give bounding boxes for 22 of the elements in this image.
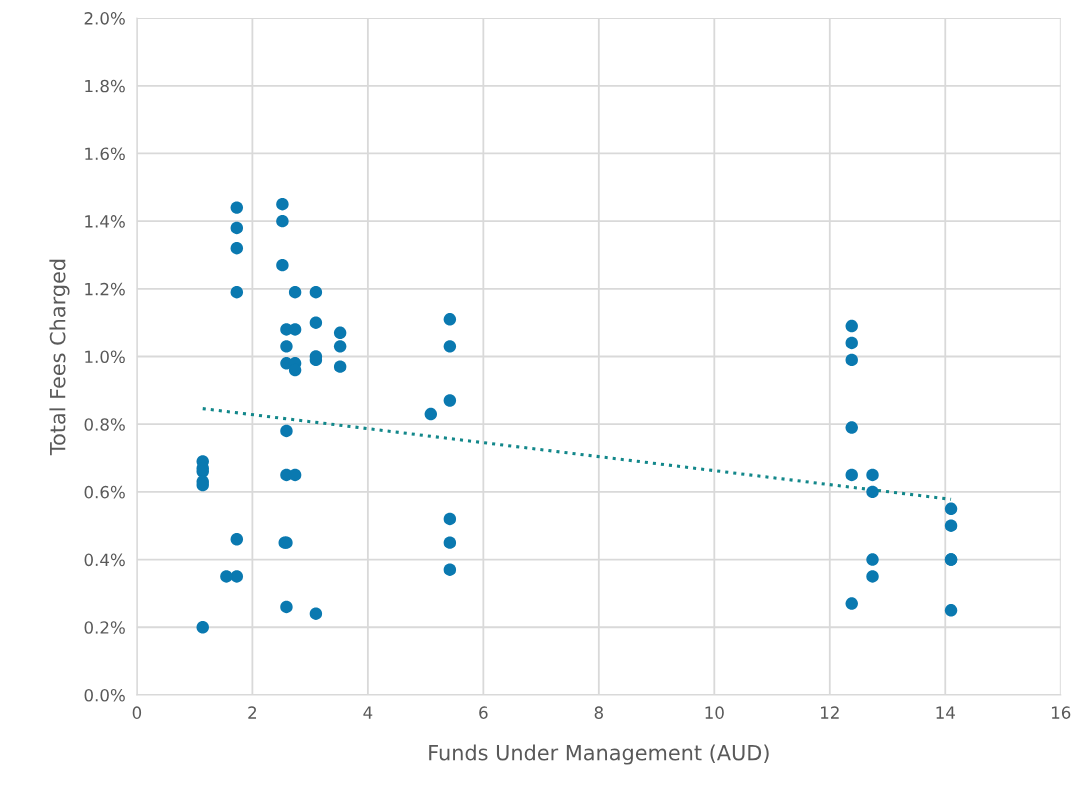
y-tick-label: 1.8% xyxy=(85,79,125,93)
y-tick-label: 1.2% xyxy=(85,282,125,296)
x-tick-label: 14 xyxy=(936,706,955,719)
x-tick-label: 6 xyxy=(479,706,488,719)
y-tick-label: 2.0% xyxy=(84,12,125,25)
y-tick-label: 0.0% xyxy=(84,688,125,702)
x-tick-label: 8 xyxy=(594,706,603,719)
y-tick-label: 1.6% xyxy=(85,147,125,161)
y-tick-label: 1.0% xyxy=(85,350,125,364)
x-tick-label: 2 xyxy=(248,706,257,719)
x-tick-label: 10 xyxy=(705,706,724,719)
x-tick-label: 0 xyxy=(132,706,142,719)
x-tick-label: 12 xyxy=(821,706,839,719)
y-axis-title: Total Fees Charged xyxy=(49,259,70,456)
y-tick-label: 0.8% xyxy=(84,418,125,431)
y-tick-label: 0.2% xyxy=(84,621,125,634)
y-tick-label: 0.6% xyxy=(84,485,125,499)
y-tick-label: 1.4% xyxy=(85,215,125,228)
x-tick-label: 16 xyxy=(1051,706,1071,719)
x-axis-title: Funds Under Management (AUD) xyxy=(429,744,769,765)
y-tick-label: 0.4% xyxy=(84,553,125,567)
x-tick-label: 4 xyxy=(363,706,373,719)
